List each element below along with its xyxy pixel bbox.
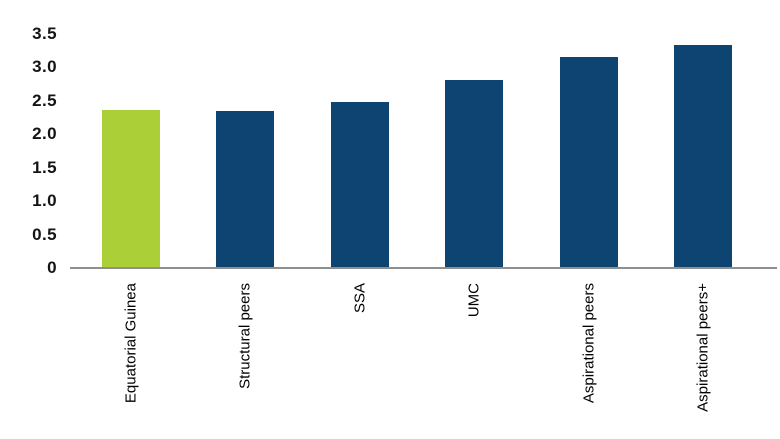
y-tick-label: 0.5 <box>32 224 57 244</box>
y-tick-label: 0 <box>47 258 57 277</box>
bar-equatorial-guinea <box>102 109 160 267</box>
x-category-label: Aspirational peers+ <box>694 283 712 412</box>
y-tick-label: 3.0 <box>32 57 57 76</box>
x-category-label: Structural peers <box>236 283 254 389</box>
x-axis-line <box>70 267 777 269</box>
bar-umc <box>445 80 504 267</box>
y-tick-label: 1.5 <box>32 157 57 177</box>
y-tick-label: 3.5 <box>32 23 57 43</box>
y-tick-label: 2.5 <box>32 90 57 110</box>
bar-aspirational-peers <box>559 56 618 267</box>
y-tick-label: 2.0 <box>32 124 57 143</box>
x-category-label: UMC <box>465 283 483 318</box>
x-category-label: SSA <box>351 283 369 314</box>
bar-structural-peers <box>216 110 275 267</box>
bar-ssa <box>330 101 389 267</box>
bar-aspirational-peers- <box>674 44 732 267</box>
x-category-label: Equatorial Guinea <box>122 283 140 404</box>
x-category-label: Aspirational peers <box>580 283 598 404</box>
y-tick-label: 1.0 <box>32 191 57 210</box>
